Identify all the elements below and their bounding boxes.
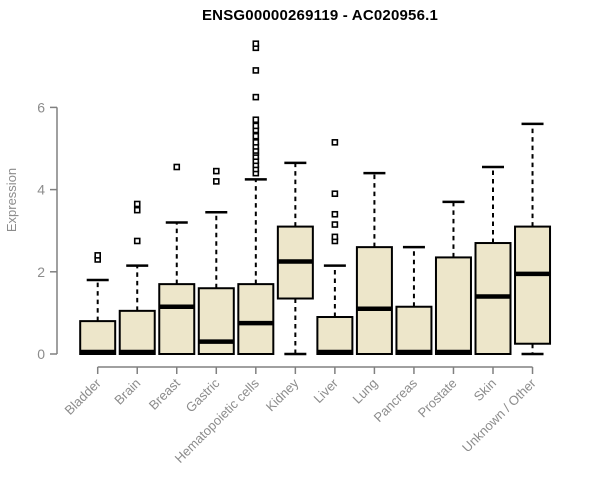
y-axis-title: Expression: [4, 168, 19, 232]
y-tick-label: 0: [37, 346, 45, 362]
outlier-hematopoietic-cells: [252, 40, 260, 47]
outlier-liver: [331, 139, 339, 146]
box-lung: [355, 246, 393, 355]
outlier-bladder: [94, 252, 101, 259]
outlier-breast: [173, 163, 181, 171]
x-tick-label-lung: Lung: [349, 376, 380, 407]
x-tick-label-bladder: Bladder: [62, 375, 105, 418]
x-tick-label-brain: Brain: [111, 376, 143, 408]
x-tick-label-skin: Skin: [471, 376, 499, 404]
box-hematopoietic-cells: [237, 283, 275, 356]
box-gastric: [197, 287, 235, 355]
outlier-gastric: [212, 167, 220, 175]
outlier-liver: [331, 233, 339, 241]
box-bladder: [79, 320, 117, 355]
x-tick-label-liver: Liver: [310, 375, 341, 406]
outlier-brain: [133, 237, 141, 245]
outlier-hematopoietic-cells: [252, 122, 260, 130]
box-breast: [158, 283, 196, 356]
x-tick-label-pancreas: Pancreas: [371, 375, 421, 425]
x-tick-label-prostate: Prostate: [415, 376, 460, 421]
outlier-gastric: [212, 178, 220, 185]
y-tick-label: 6: [37, 99, 45, 115]
x-tick-label-kidney: Kidney: [263, 375, 302, 414]
outlier-brain: [133, 200, 141, 208]
x-tick-label-unknown-other: Unknown / Other: [459, 375, 539, 455]
outlier-hematopoietic-cells: [252, 139, 260, 146]
box-prostate: [434, 256, 472, 356]
x-tick-label-breast: Breast: [146, 375, 183, 412]
outlier-liver: [331, 190, 339, 198]
outlier-hematopoietic-cells: [252, 116, 260, 124]
chart-title: ENSG00000269119 - AC020956.1: [201, 7, 439, 24]
outlier-brain: [133, 206, 141, 214]
outlier-hematopoietic-cells: [252, 132, 260, 140]
y-tick-label: 4: [37, 182, 45, 198]
outlier-liver: [331, 210, 339, 218]
outlier-liver: [331, 221, 339, 228]
box-brain: [118, 309, 156, 355]
box-liver: [316, 316, 354, 356]
box-pancreas: [395, 305, 433, 355]
box-unknown-other: [514, 225, 552, 345]
outlier-hematopoietic-cells: [252, 93, 260, 101]
y-tick-label: 2: [37, 264, 45, 280]
outlier-hematopoietic-cells: [252, 67, 260, 74]
